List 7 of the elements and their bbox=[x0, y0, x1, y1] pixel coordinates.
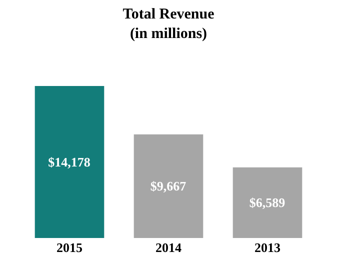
data-label: $14,178 bbox=[48, 154, 91, 170]
chart-title: Total Revenue (in millions) bbox=[122, 6, 215, 42]
data-label: $6,589 bbox=[249, 195, 286, 210]
x-tick-label: 2015 bbox=[56, 240, 83, 255]
x-tick-label: 2013 bbox=[254, 240, 281, 255]
x-tick-label: 2014 bbox=[156, 240, 182, 255]
data-label: $9,667 bbox=[150, 178, 187, 194]
